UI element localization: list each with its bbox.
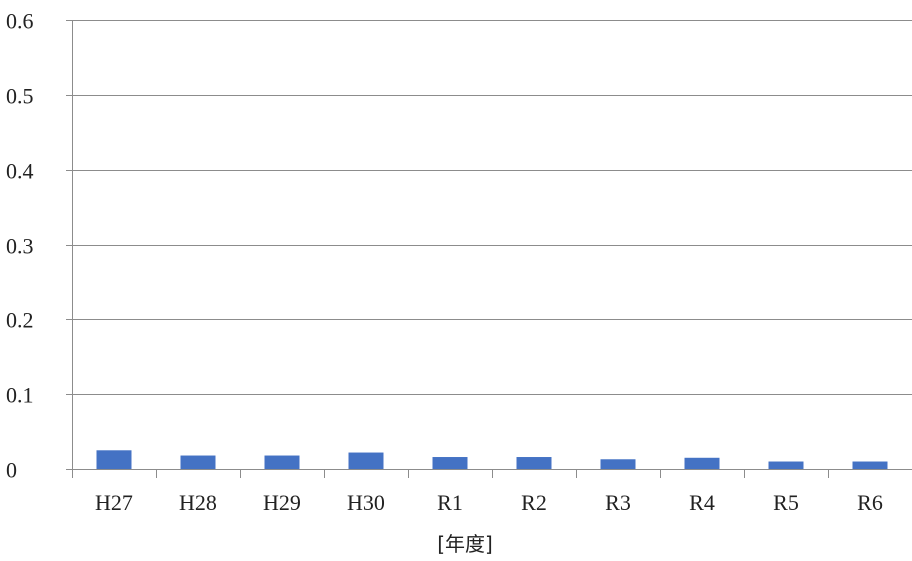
x-tick-label: R4 [689, 490, 715, 515]
bar-r4 [684, 457, 720, 469]
bar-h27 [96, 450, 132, 469]
x-tick-label: H30 [347, 490, 385, 515]
y-tick-label: 0.4 [6, 159, 34, 184]
gridlines [66, 20, 912, 478]
y-axis-tick-labels: 0 0.1 0.2 0.3 0.4 0.5 0.6 [6, 9, 34, 483]
bar-r1 [432, 457, 468, 469]
bar-h29 [264, 455, 300, 469]
x-axis-label: [年度] [437, 532, 493, 556]
x-tick-label: H28 [179, 490, 217, 515]
bar-h28 [180, 455, 216, 469]
y-tick-label: 0.1 [6, 383, 34, 408]
x-tick-label: R3 [605, 490, 631, 515]
bars [96, 450, 888, 469]
x-tick-label: R2 [521, 490, 547, 515]
bar-h30 [348, 452, 384, 469]
y-tick-label: 0.5 [6, 84, 34, 109]
y-tick-label: 0.6 [6, 9, 34, 34]
x-axis-tick-labels: H27 H28 H29 H30 R1 R2 R3 R4 R5 R6 [95, 490, 883, 515]
x-tick-label: H27 [95, 490, 133, 515]
y-tick-label: 0.2 [6, 308, 34, 333]
bar-r3 [600, 459, 636, 469]
bar-r5 [768, 461, 804, 469]
x-tick-label: R6 [857, 490, 883, 515]
x-tick-label: R1 [437, 490, 463, 515]
bar-r2 [516, 457, 552, 469]
x-tick-label: R5 [773, 490, 799, 515]
y-tick-label: 0.3 [6, 234, 34, 259]
bar-r6 [852, 461, 888, 469]
y-tick-label: 0 [6, 458, 17, 483]
x-tick-label: H29 [263, 490, 301, 515]
